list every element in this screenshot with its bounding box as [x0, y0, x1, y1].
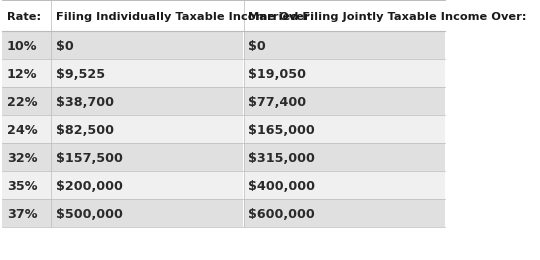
Text: $200,000: $200,000: [56, 180, 123, 193]
Bar: [2, 171, 51, 199]
Bar: [244, 59, 446, 87]
Text: $157,500: $157,500: [56, 152, 123, 165]
Text: 37%: 37%: [6, 208, 37, 221]
Bar: [51, 199, 243, 227]
Bar: [51, 31, 243, 59]
Bar: [244, 171, 446, 199]
Text: $38,700: $38,700: [56, 96, 114, 109]
Text: $77,400: $77,400: [248, 96, 307, 109]
Bar: [51, 87, 243, 115]
Bar: [2, 31, 51, 59]
Bar: [244, 143, 446, 171]
Bar: [2, 143, 51, 171]
Text: 12%: 12%: [6, 68, 37, 81]
Text: Rate:: Rate:: [6, 12, 41, 22]
Bar: [244, 115, 446, 143]
Text: $400,000: $400,000: [248, 180, 315, 193]
Bar: [244, 0, 446, 31]
Text: $9,525: $9,525: [56, 68, 105, 81]
Bar: [2, 0, 51, 31]
Bar: [244, 199, 446, 227]
Text: $0: $0: [56, 40, 74, 53]
Text: $600,000: $600,000: [248, 208, 315, 221]
Text: $165,000: $165,000: [248, 124, 315, 137]
Bar: [2, 87, 51, 115]
Bar: [51, 0, 243, 31]
Text: Married Filing Jointly Taxable Income Over:: Married Filing Jointly Taxable Income Ov…: [248, 12, 527, 22]
Bar: [2, 199, 51, 227]
Text: $82,500: $82,500: [56, 124, 114, 137]
Bar: [51, 171, 243, 199]
Bar: [2, 59, 51, 87]
Text: $500,000: $500,000: [56, 208, 123, 221]
Bar: [244, 87, 446, 115]
Bar: [244, 31, 446, 59]
Text: 10%: 10%: [6, 40, 37, 53]
Bar: [2, 115, 51, 143]
Text: $0: $0: [248, 40, 266, 53]
Text: 32%: 32%: [6, 152, 37, 165]
Text: 24%: 24%: [6, 124, 37, 137]
Text: 22%: 22%: [6, 96, 37, 109]
Bar: [51, 59, 243, 87]
Text: Filing Individually Taxable Income Over:: Filing Individually Taxable Income Over:: [56, 12, 314, 22]
Text: 35%: 35%: [6, 180, 37, 193]
Text: $315,000: $315,000: [248, 152, 315, 165]
Bar: [51, 115, 243, 143]
Text: $19,050: $19,050: [248, 68, 307, 81]
Bar: [51, 143, 243, 171]
